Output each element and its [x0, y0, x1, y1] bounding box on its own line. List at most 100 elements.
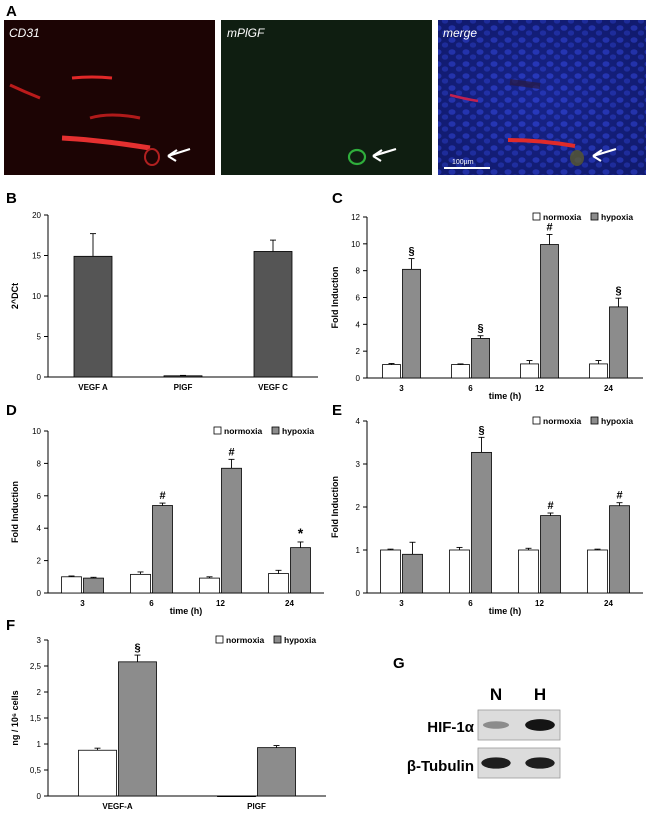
x-tick-label: 6 — [468, 599, 473, 608]
x-tick-label: 12 — [216, 599, 225, 608]
bar-hypoxia — [402, 268, 421, 379]
bar-normoxia — [78, 749, 117, 797]
x-tick-label: 3 — [80, 599, 85, 608]
bar-normoxia — [217, 795, 256, 798]
blot-band — [525, 719, 555, 731]
panel-letter-a: A — [6, 3, 17, 20]
blot-lane-label-h: H — [534, 685, 546, 704]
legend-label: normoxia — [543, 416, 582, 426]
bar-hypoxia — [540, 244, 559, 379]
x-tick-label: 12 — [535, 599, 544, 608]
x-tick-label: PlGF — [247, 802, 266, 811]
blot-row-label-hif: HIF-1α — [427, 719, 475, 736]
x-tick-label: 6 — [149, 599, 154, 608]
significance-marker: § — [134, 642, 140, 654]
western-blot: N H HIF-1α β-Tubulin — [407, 685, 561, 779]
y-tick-label: 6 — [37, 492, 42, 501]
panel-letter-f: F — [6, 617, 15, 634]
bar — [73, 255, 113, 378]
bar-hypoxia — [257, 747, 296, 797]
y-tick-label: 15 — [32, 252, 41, 261]
y-tick-label: 3 — [356, 460, 361, 469]
y-tick-label: 2 — [356, 347, 361, 356]
y-tick-label: 10 — [32, 292, 41, 301]
significance-marker: § — [477, 323, 483, 335]
y-tick-label: 0 — [356, 374, 361, 383]
significance-marker: # — [159, 490, 165, 502]
micrograph-merge-label: merge — [443, 26, 477, 40]
blot-lane-label-n: N — [490, 685, 502, 704]
chart-f-plot: 0 0,5 1 1,5 2 2,5 3 ng / 10⁶ cells VEGF-A PlGF § no… — [10, 635, 326, 811]
y-tick-label: 3 — [37, 636, 42, 645]
bar-normoxia — [268, 573, 289, 594]
bar-normoxia — [382, 364, 401, 379]
blot-band — [525, 757, 555, 769]
y-tick-label: 1,5 — [30, 714, 42, 723]
panel-letter-c: C — [332, 190, 343, 207]
y-tick-label: 2 — [37, 688, 42, 697]
chart-b-plot: 0 5 10 15 20 2^DCt VEGF A PlGF VEGF C — [10, 211, 318, 392]
y-tick-label: 8 — [356, 267, 361, 276]
bar-normoxia — [518, 549, 539, 594]
significance-marker: # — [616, 490, 622, 502]
chart-e-y-label: Fold Induction — [330, 476, 340, 538]
y-tick-label: 4 — [356, 320, 361, 329]
bar-normoxia — [130, 573, 151, 594]
significance-marker: § — [615, 285, 621, 297]
bar-hypoxia — [471, 451, 492, 594]
y-tick-label: 0 — [356, 589, 361, 598]
bar-normoxia — [520, 363, 539, 379]
bar-hypoxia — [221, 467, 242, 594]
y-tick-label: 2,5 — [30, 662, 42, 671]
y-tick-label: 20 — [32, 211, 41, 220]
y-tick-label: 0 — [37, 589, 42, 598]
micrograph-mplgf-label: mPlGF — [227, 26, 265, 40]
arrow-icon — [592, 147, 617, 162]
legend-label: hypoxia — [282, 426, 314, 436]
bar-normoxia — [61, 576, 82, 594]
blot-row-label-tubulin: β-Tubulin — [407, 758, 474, 775]
significance-marker: § — [408, 246, 414, 258]
x-tick-label: 3 — [399, 599, 404, 608]
x-tick-label: 3 — [399, 384, 404, 393]
bar-normoxia — [451, 364, 470, 379]
significance-marker: § — [478, 424, 484, 436]
x-tick-label: 24 — [285, 599, 294, 608]
panel-letter-d: D — [6, 402, 17, 419]
micrograph-mplgf: mPlGF — [221, 20, 432, 175]
arrow-icon — [167, 147, 191, 162]
y-tick-label: 0,5 — [30, 766, 42, 775]
blot-band — [482, 721, 510, 729]
chart-d-y-label: Fold Induction — [10, 481, 20, 543]
y-tick-label: 1 — [37, 740, 42, 749]
chart-e-x-label: time (h) — [489, 606, 522, 616]
legend-label: normoxia — [226, 635, 265, 645]
panel-letter-g: G — [393, 655, 405, 672]
legend-swatch — [532, 416, 541, 425]
chart-b-y-label: 2^DCt — [10, 283, 20, 309]
x-tick-label: VEGF-A — [102, 802, 132, 811]
chart-c-y-label: Fold Induction — [330, 267, 340, 329]
bar-normoxia — [589, 363, 608, 379]
bar-normoxia — [380, 549, 401, 594]
y-tick-label: 12 — [351, 213, 360, 222]
bar-hypoxia — [609, 505, 630, 594]
y-tick-label: 10 — [32, 427, 41, 436]
x-tick-label: 6 — [468, 384, 473, 393]
legend-swatch — [271, 426, 280, 435]
bar-hypoxia — [152, 505, 173, 594]
bar-hypoxia — [471, 338, 490, 379]
arrow-icon — [372, 147, 397, 162]
legend-label: hypoxia — [601, 416, 633, 426]
chart-d-x-label: time (h) — [170, 606, 203, 616]
x-tick-label: VEGF C — [258, 383, 288, 392]
y-tick-label: 10 — [351, 240, 360, 249]
y-tick-label: 0 — [37, 792, 42, 801]
legend-swatch — [532, 212, 541, 221]
x-tick-label: 12 — [535, 384, 544, 393]
bar-hypoxia — [83, 577, 104, 594]
